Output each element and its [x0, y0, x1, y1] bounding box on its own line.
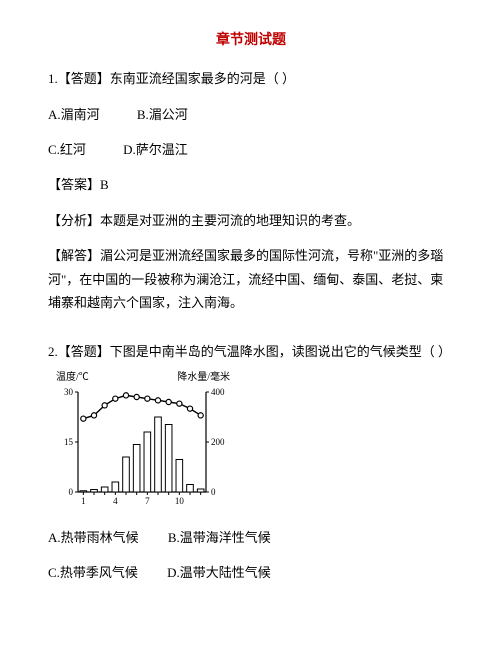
q1-option-c: C.红河	[48, 138, 86, 161]
svg-text:10: 10	[175, 496, 185, 506]
svg-text:0: 0	[211, 487, 216, 497]
svg-text:30: 30	[64, 387, 74, 397]
q1-options-row-1: A.湄南河 B.湄公河	[48, 103, 454, 126]
q2-option-c: C.热带季风气候	[48, 561, 138, 584]
svg-text:1: 1	[81, 496, 86, 506]
climate-chart: 温度/℃ 降水量/毫米 0 15 30 0 200 400 1 4 7 10	[48, 372, 454, 514]
q2-option-b: B.温带海洋性气候	[168, 526, 271, 549]
q1-explain: 【解答】湄公河是亚洲流经国家最多的国际性河流，号称"亚洲的多瑙河"，在中国的一段…	[48, 244, 454, 314]
q1-answer: 【答案】B	[48, 173, 454, 196]
svg-text:4: 4	[113, 496, 118, 506]
climate-chart-svg: 0 15 30 0 200 400 1 4 7 10	[54, 386, 232, 514]
q1-analysis: 【分析】本题是对亚洲的主要河流的地理知识的考查。	[48, 209, 454, 232]
svg-text:15: 15	[64, 437, 74, 447]
svg-text:400: 400	[211, 387, 225, 397]
svg-text:0: 0	[69, 487, 74, 497]
chart-yleft-label: 温度/℃	[56, 372, 89, 384]
q1-option-b: B.湄公河	[137, 103, 188, 126]
chart-axis-labels: 温度/℃ 降水量/毫米	[54, 372, 232, 384]
q2-options: A.热带雨林气候 B.温带海洋性气候 C.热带季风气候 D.温带大陆性气候	[48, 526, 454, 585]
chart-yright-label: 降水量/毫米	[177, 372, 230, 384]
q1-option-a: A.湄南河	[48, 103, 100, 126]
q2-stem: 2.【答题】下图是中南半岛的气温降水图，读图说出它的气候类型（ ）	[48, 340, 454, 363]
svg-text:200: 200	[211, 437, 225, 447]
q1-option-d: D.萨尔温江	[123, 138, 188, 161]
page-title: 章节测试题	[48, 28, 454, 53]
page: 章节测试题 1.【答题】东南亚流经国家最多的河是（ ） A.湄南河 B.湄公河 …	[0, 0, 502, 616]
svg-text:7: 7	[145, 496, 150, 506]
q1-options-row-2: C.红河 D.萨尔温江	[48, 138, 454, 161]
q2-option-a: A.热带雨林气候	[48, 526, 139, 549]
q2-option-d: D.温带大陆性气候	[167, 561, 271, 584]
q1-stem: 1.【答题】东南亚流经国家最多的河是（ ）	[48, 67, 454, 90]
